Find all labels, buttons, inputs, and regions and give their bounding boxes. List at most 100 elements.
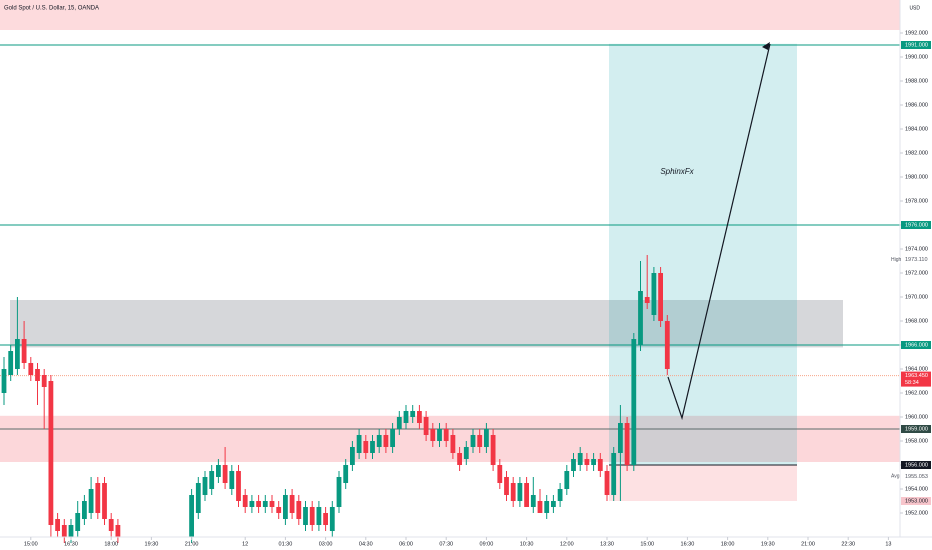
tag-box: [888, 472, 900, 481]
candle-body: [370, 441, 375, 453]
candle-body: [644, 297, 650, 303]
candle-body: [490, 435, 496, 465]
candle-body: [75, 513, 81, 531]
candle-body: [1, 369, 7, 393]
y-tick-label: 1990.000: [905, 54, 928, 60]
x-tick-label: 12: [242, 541, 248, 547]
candle-body: [524, 483, 529, 507]
candle-body: [631, 339, 637, 465]
candle-body: [61, 525, 67, 537]
price-label: 1955.053: [905, 474, 928, 480]
zone: [0, 415, 900, 462]
x-tick-label: 03:00: [319, 541, 333, 547]
candle-body: [571, 459, 576, 471]
candle-body: [269, 501, 275, 507]
x-tick-label: 16:30: [64, 541, 78, 547]
x-tick-label: 16:30: [681, 541, 695, 547]
watermark: SphinxFx: [660, 167, 694, 176]
x-tick-label: 10:30: [520, 541, 534, 547]
candle-body: [417, 411, 422, 423]
price-label: 1953.000: [905, 498, 928, 504]
price-label-box: [901, 221, 931, 229]
candle-body: [457, 453, 462, 465]
x-tick-label: 12:00: [560, 541, 574, 547]
x-tick-label: 18:00: [104, 541, 118, 547]
y-tick-label: 1982.000: [905, 150, 928, 156]
candle-body: [396, 417, 402, 429]
candle-body: [383, 435, 389, 447]
tag-box: [888, 255, 900, 264]
candle-body: [115, 525, 121, 537]
candle-body: [611, 453, 617, 495]
candle-body: [618, 423, 623, 453]
candle-body: [195, 483, 201, 513]
candle-body: [309, 507, 315, 525]
candle-body: [303, 507, 308, 525]
candle-body: [430, 429, 436, 441]
candle-body: [664, 321, 670, 369]
candle-body: [437, 429, 442, 441]
candle-body: [242, 495, 248, 507]
candle-body: [497, 465, 503, 483]
candle-body: [624, 423, 630, 465]
price-label: 1963.450: [905, 373, 928, 379]
x-tick-label: 13:30: [600, 541, 614, 547]
candle-body: [249, 501, 255, 507]
axis-labels: 1952.000 1954.000 1956.000 1958.000 1960.000…: [24, 30, 931, 547]
candle-body: [544, 501, 550, 513]
candle-body: [209, 471, 215, 489]
y-tick-label: 1970.000: [905, 294, 928, 300]
candles: [1, 255, 670, 543]
candle-body: [276, 507, 282, 513]
price-label-box: [901, 497, 931, 505]
candle-body: [564, 471, 570, 489]
candle-body: [504, 477, 509, 495]
y-tick-label: 1968.000: [905, 318, 928, 324]
candle-body: [48, 381, 54, 525]
candle-body: [443, 429, 449, 441]
candle-body: [229, 471, 235, 489]
candle-body: [323, 513, 328, 525]
candle-body: [450, 435, 456, 453]
candle-body: [15, 339, 20, 369]
zones: [0, 0, 900, 501]
countdown: 58:34: [905, 380, 919, 386]
candle-body: [41, 375, 47, 387]
candle-body: [551, 501, 556, 507]
x-tick-label: 19:30: [761, 541, 775, 547]
candle-body: [289, 495, 295, 513]
candle-body: [363, 441, 369, 453]
y-tick-label: 1960.000: [905, 414, 928, 420]
price-label-box: [901, 341, 931, 349]
price-label: 1973.110: [905, 257, 928, 263]
price-label: 1956.000: [905, 462, 928, 468]
candle-body: [651, 273, 657, 315]
y-tick-label: 1964.000: [905, 366, 928, 372]
candle-body: [484, 429, 489, 447]
candle-body: [55, 519, 60, 531]
candle-body: [296, 501, 302, 519]
candle-body: [638, 291, 643, 345]
candle-body: [477, 435, 483, 447]
zone: [609, 43, 797, 466]
candle-body: [591, 459, 596, 465]
y-tick-label: 1954.000: [905, 486, 928, 492]
candle-body: [216, 465, 221, 477]
price-label-box: [901, 472, 931, 481]
arrow-head: [762, 42, 770, 50]
y-tick-label: 1958.000: [905, 438, 928, 444]
x-tick-label: 18:00: [721, 541, 735, 547]
x-tick-label: 06:00: [399, 541, 413, 547]
candle-body: [256, 501, 261, 507]
candle-body: [329, 507, 335, 531]
candle-body: [390, 429, 395, 447]
price-tag: Avg: [891, 474, 900, 480]
x-tick-label: 15:00: [640, 541, 654, 547]
y-tick-label: 1974.000: [905, 246, 928, 252]
price-label-box: [901, 255, 931, 264]
currency: USD: [909, 5, 920, 11]
x-tick-label: 22:30: [841, 541, 855, 547]
x-tick-label: 13: [885, 541, 891, 547]
price-label-box: [901, 41, 931, 49]
y-tick-label: 1980.000: [905, 174, 928, 180]
